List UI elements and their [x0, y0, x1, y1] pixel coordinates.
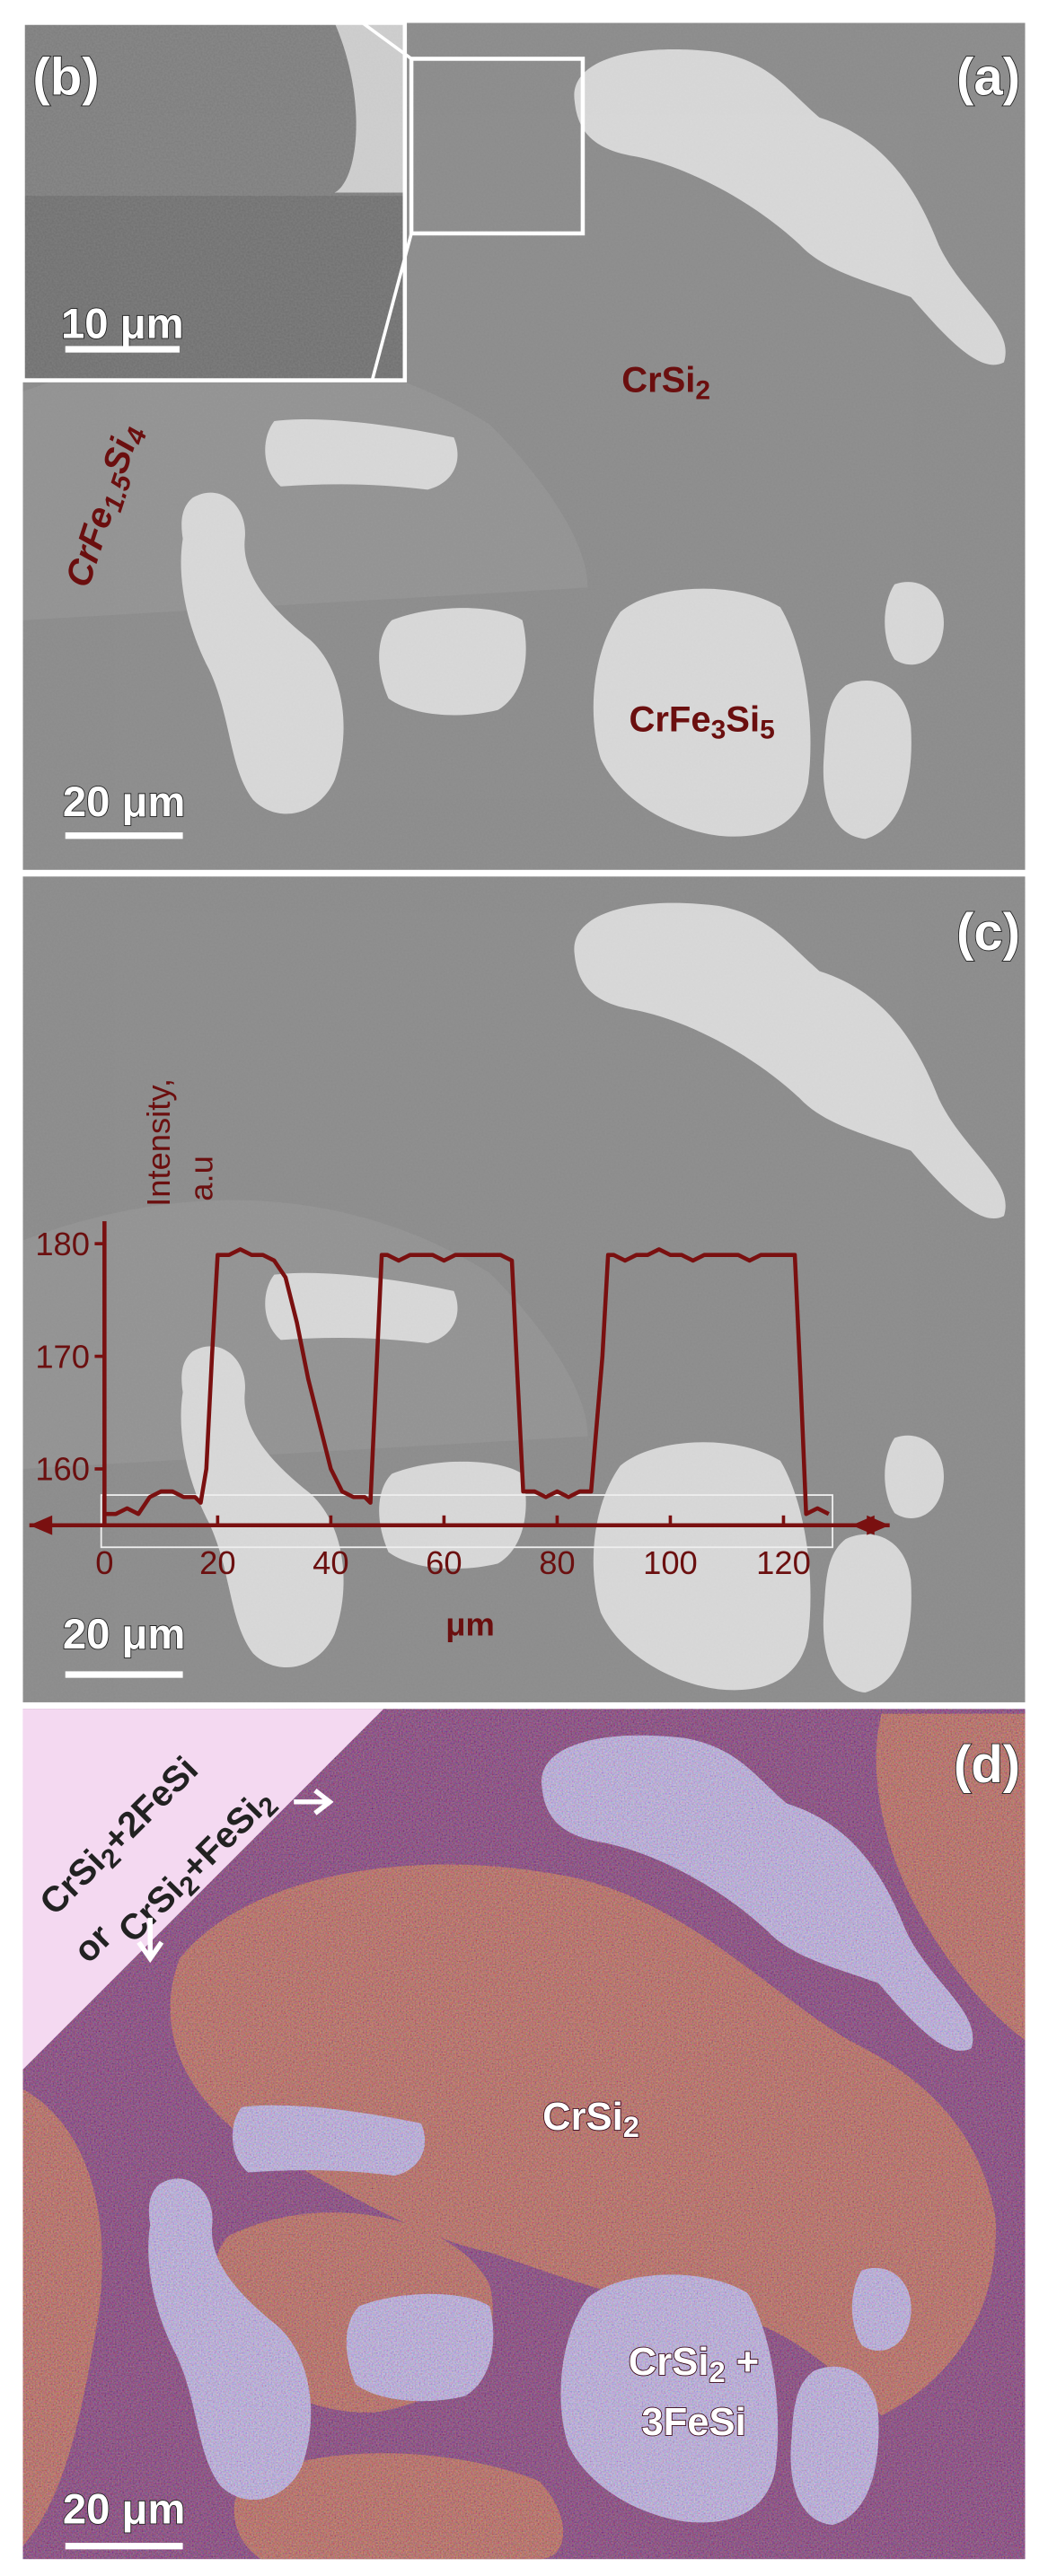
profile-line	[104, 1247, 830, 1517]
panel-label: (d)	[954, 1736, 1020, 1794]
profile-chart: 160 170 180 0 20 40 60 80 100 120 μm Intensity, a.u	[29, 1078, 890, 1642]
phase-label: 3FeSi	[641, 2401, 745, 2444]
y-tick-label: 180	[35, 1226, 90, 1262]
phase-label: CrFe3Si5	[630, 699, 775, 743]
scale-bar-label: 20 μm	[63, 1611, 186, 1658]
y-tick-label: 160	[35, 1451, 90, 1488]
scale-bar	[65, 1671, 183, 1678]
scale-bar-label: 20 μm	[63, 778, 186, 826]
panel-label: (b)	[32, 48, 99, 106]
profile-region	[100, 1494, 833, 1549]
phase-label: CrSi2	[542, 2096, 639, 2143]
axis-arrow	[851, 1515, 875, 1535]
note-corner	[22, 1709, 384, 2070]
x-tick-label: 40	[313, 1544, 348, 1581]
scale-bar-label: 10 μm	[61, 300, 184, 347]
x-tick-label: 0	[95, 1544, 113, 1581]
scale-bar	[65, 346, 180, 353]
zoom-line	[361, 21, 413, 60]
zoom-line	[370, 233, 413, 382]
panel-label: (c)	[956, 903, 1020, 962]
x-tick-label: 60	[426, 1544, 462, 1581]
x-tick-label: 20	[199, 1544, 235, 1581]
inset-frame	[21, 21, 408, 382]
y-axis-label: Intensity,	[140, 1078, 177, 1207]
arrow	[137, 1917, 164, 1964]
axis-arrow	[29, 1515, 53, 1535]
scale-bar	[65, 2543, 183, 2550]
phase-label: CrSi2	[621, 360, 710, 405]
x-axis-label: μm	[445, 1605, 495, 1642]
y-tick-label: 170	[35, 1338, 90, 1375]
panel-c-image	[22, 876, 1026, 1702]
zoom-box	[409, 57, 586, 236]
x-tick-label: 80	[539, 1544, 575, 1581]
scale-bar-label: 20 μm	[63, 2485, 186, 2533]
panel-a-image	[22, 22, 1026, 870]
panel-label: (a)	[956, 48, 1020, 106]
phase-label: CrSi2 +	[629, 2341, 759, 2388]
scale-bar	[65, 832, 183, 840]
x-tick-label: 120	[756, 1544, 811, 1581]
y-axis-label: a.u	[182, 1156, 219, 1201]
x-tick-label: 100	[643, 1544, 698, 1581]
arrow	[294, 1788, 334, 1816]
panel-d-image	[22, 1709, 1026, 2560]
